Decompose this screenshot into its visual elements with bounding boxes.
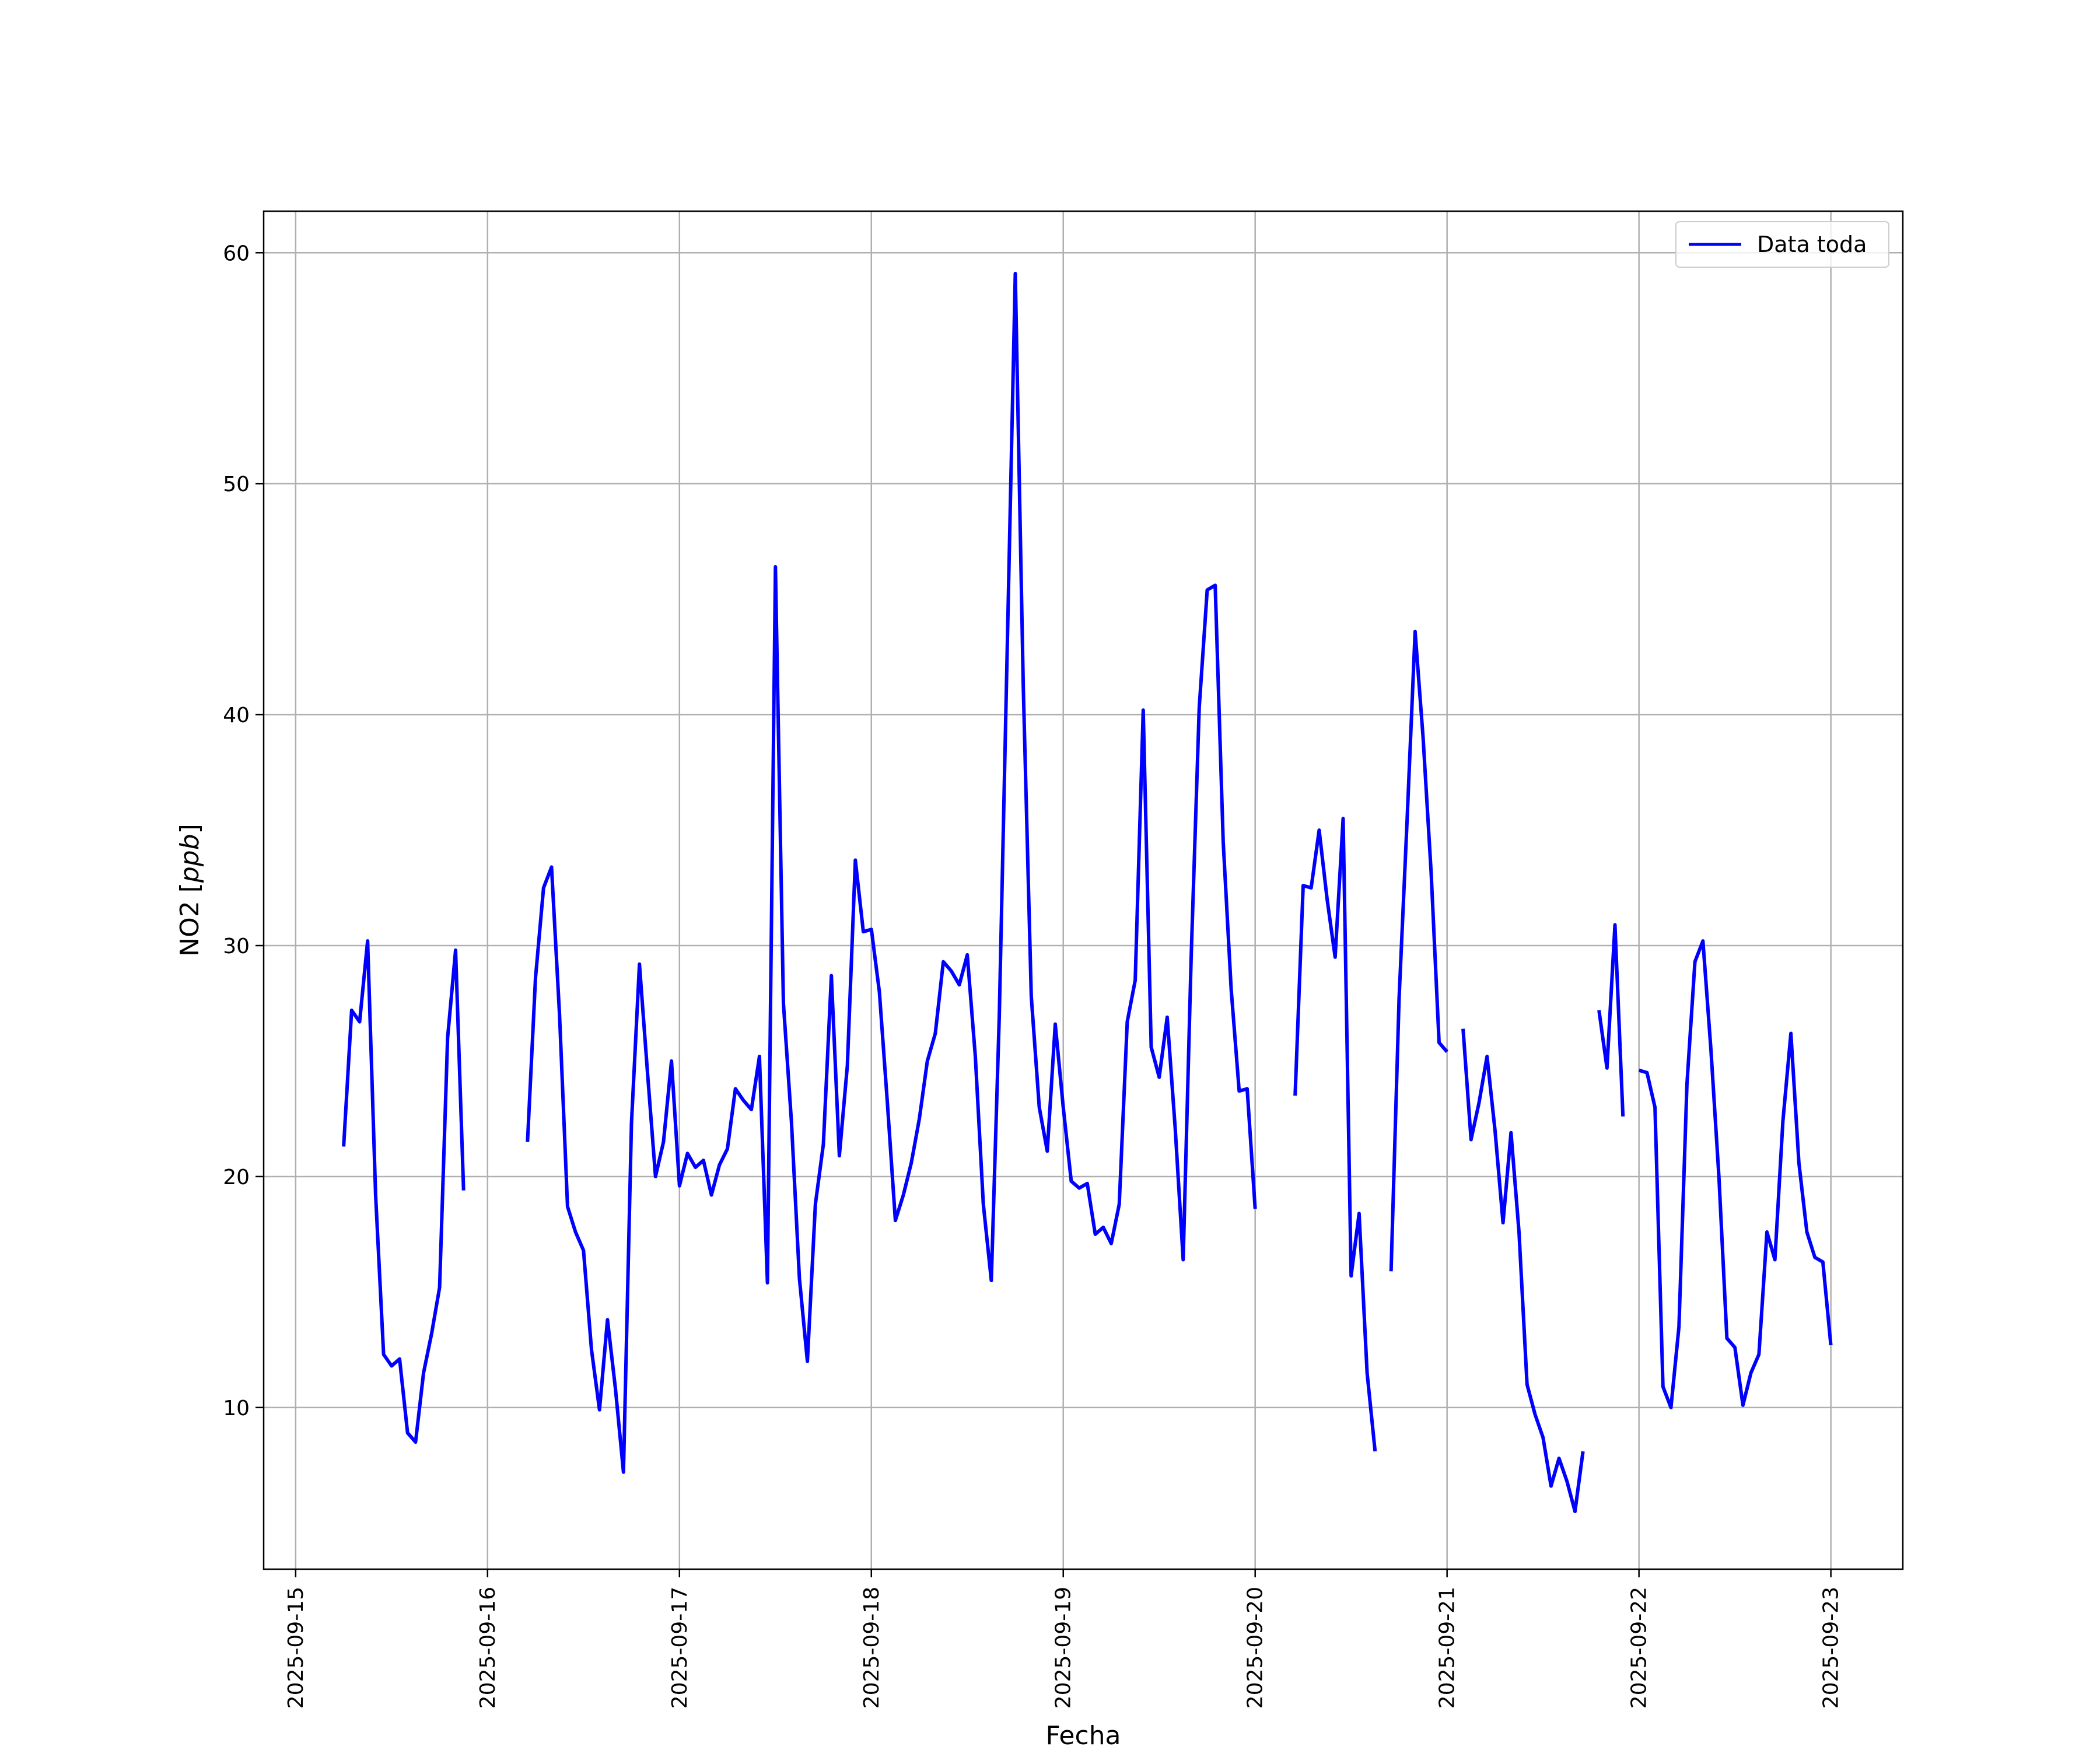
y-tick-label: 60 — [223, 242, 250, 265]
x-tick-label: 2025-09-22 — [1628, 1587, 1651, 1709]
y-tick-label: 10 — [223, 1396, 250, 1420]
y-tick-label: 30 — [223, 935, 250, 958]
y-axis-label: NO2 [ppb] — [175, 824, 205, 957]
x-tick-label: 2025-09-20 — [1244, 1587, 1268, 1709]
legend: Data toda — [1675, 221, 1889, 268]
x-tick-label: 2025-09-15 — [284, 1587, 308, 1709]
series-line-segment — [1597, 923, 1625, 1117]
x-tick-label: 2025-09-23 — [1819, 1587, 1843, 1709]
series-line-segment — [1461, 1028, 1585, 1513]
series-line-segment — [342, 939, 466, 1444]
grid — [264, 211, 1903, 1569]
legend-box — [1675, 221, 1889, 268]
series-line-segment — [1293, 817, 1377, 1452]
x-tick-label: 2025-09-18 — [860, 1587, 884, 1709]
x-axis-ticks: 2025-09-15 2025-09-16 2025-09-17 2025-09-18… — [284, 1569, 1843, 1709]
x-tick-label: 2025-09-21 — [1436, 1587, 1460, 1709]
y-tick-label: 20 — [223, 1166, 250, 1189]
legend-label-data-toda: Data toda — [1757, 232, 1867, 257]
series-data-toda — [342, 271, 1833, 1513]
x-tick-label: 2025-09-19 — [1052, 1587, 1076, 1709]
series-line-segment — [1389, 629, 1448, 1272]
y-tick-label: 50 — [223, 473, 250, 496]
plot-frame — [262, 210, 1904, 1570]
x-tick-label: 2025-09-17 — [668, 1587, 692, 1709]
x-tick-label: 2025-09-16 — [476, 1587, 500, 1709]
series-line-segment — [526, 271, 1257, 1474]
series-line-segment — [1638, 939, 1833, 1409]
x-axis-label: Fecha — [1045, 1721, 1121, 1750]
y-tick-label: 40 — [223, 704, 250, 727]
y-axis-ticks: 10 20 30 40 50 60 — [223, 242, 264, 1420]
